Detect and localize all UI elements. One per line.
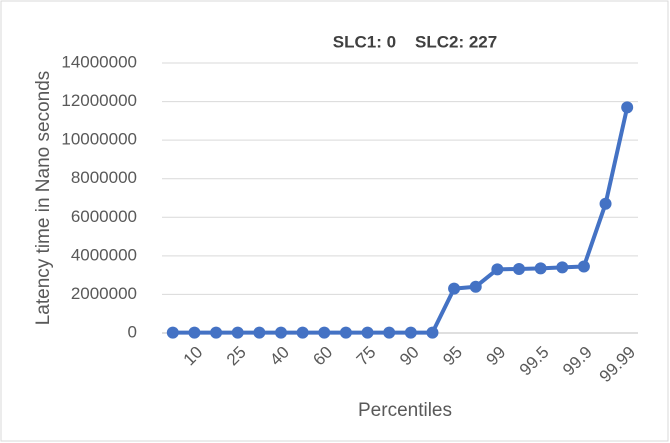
point [513, 262, 525, 275]
point [621, 101, 634, 114]
point [448, 282, 461, 295]
y-tick-label: 6000000 [71, 207, 137, 226]
point [231, 326, 244, 339]
point [383, 326, 396, 339]
point [339, 326, 352, 339]
y-tick-label: 12000000 [61, 91, 137, 110]
y-axis-title: Latency time in Nano seconds [33, 71, 54, 326]
point [426, 326, 439, 339]
y-tick-label: 8000000 [71, 168, 137, 187]
y-tick-label: 0 [128, 322, 137, 341]
x-axis-title: Percentiles [358, 400, 452, 421]
point [188, 326, 201, 339]
chart-title: SLC1: 0 SLC2: 227 [333, 32, 497, 51]
point [404, 326, 417, 339]
point [491, 263, 504, 276]
y-tick-label: 4000000 [71, 245, 137, 264]
point [253, 326, 266, 339]
point [556, 261, 569, 274]
point [296, 326, 309, 339]
point [469, 280, 482, 293]
point [318, 326, 331, 339]
y-tick-label: 14000000 [61, 52, 137, 71]
point [577, 260, 590, 273]
point [210, 326, 223, 339]
line [172, 106, 630, 335]
point [534, 262, 547, 275]
point [275, 326, 287, 339]
point [361, 326, 374, 339]
point [599, 197, 612, 210]
point [166, 326, 179, 339]
y-tick-label: 10000000 [61, 130, 137, 149]
y-tick-label: 2000000 [71, 284, 137, 303]
